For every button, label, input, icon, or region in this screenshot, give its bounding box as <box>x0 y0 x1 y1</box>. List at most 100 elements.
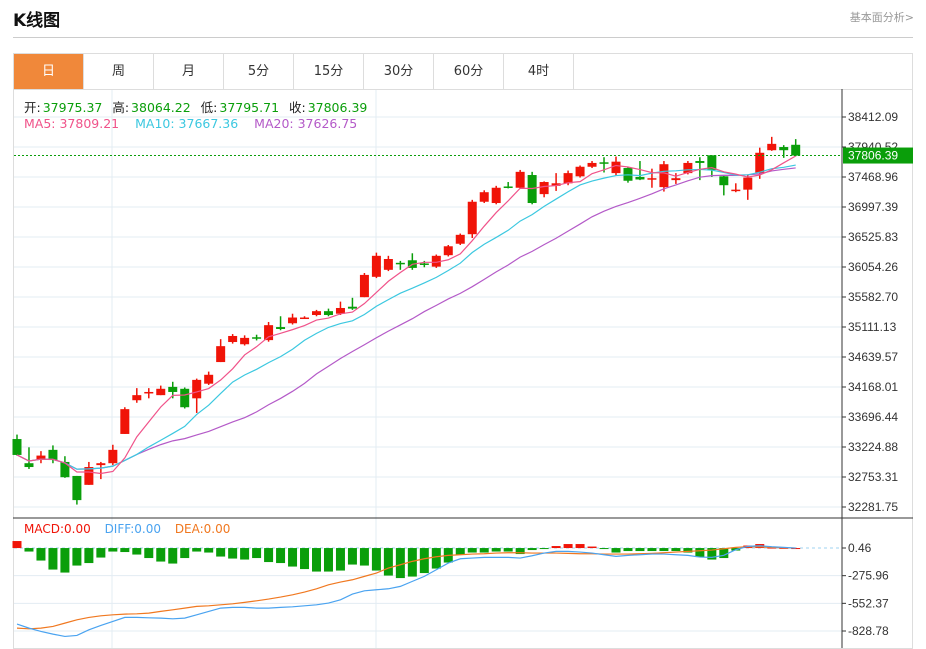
macd-bar <box>24 548 34 552</box>
macd-bar <box>683 548 693 553</box>
last-price-label: 37806.39 <box>848 149 898 163</box>
tab-60min[interactable]: 60分 <box>434 54 504 89</box>
macd-bar <box>587 546 597 549</box>
candle-body <box>491 187 501 204</box>
low-label: 低: <box>200 100 218 115</box>
macd-bar <box>216 548 226 557</box>
candle-body <box>551 183 561 186</box>
candle-body <box>395 262 405 265</box>
price-tick-label: 34639.57 <box>848 350 898 364</box>
diff-label: DIFF:0.00 <box>104 522 161 536</box>
macd-bar <box>395 548 405 579</box>
candle-body <box>419 263 429 265</box>
tab-5min[interactable]: 5分 <box>224 54 294 89</box>
price-tick-label: 37468.96 <box>848 170 898 184</box>
candle-body <box>731 189 741 192</box>
candle <box>647 168 657 188</box>
candle <box>695 157 705 181</box>
candle-body <box>563 173 573 184</box>
candle-body <box>791 144 801 156</box>
candle-body <box>347 306 357 309</box>
ma20-label: MA20: 37626.75 <box>254 116 358 131</box>
candle <box>659 161 669 192</box>
candle-body <box>323 311 333 315</box>
candle-body <box>383 259 393 270</box>
candle-body <box>84 467 94 485</box>
candle-body <box>683 162 693 174</box>
candle <box>192 378 202 413</box>
macd-bar <box>671 548 681 552</box>
tab-day[interactable]: 日 <box>14 54 84 89</box>
macd-bar <box>503 548 513 552</box>
candle-body <box>467 201 477 235</box>
candle-body <box>503 186 513 188</box>
tab-month[interactable]: 月 <box>154 54 224 89</box>
candle-body <box>695 161 705 163</box>
candle-body <box>647 178 657 180</box>
candle-body <box>252 337 262 339</box>
candle-body <box>168 386 178 392</box>
macd-bar <box>371 548 381 571</box>
high-value: 38064.22 <box>131 100 191 115</box>
candle-body <box>288 317 298 324</box>
macd-bar <box>695 548 705 558</box>
macd-bar <box>288 548 298 567</box>
macd-bar <box>36 548 46 561</box>
ma10-label: MA10: 37667.36 <box>135 116 239 131</box>
candle <box>587 161 597 169</box>
candle <box>120 407 130 434</box>
price-tick-label: 36525.83 <box>848 230 898 244</box>
macd-bar <box>635 548 645 552</box>
macd-bar <box>419 548 429 574</box>
macd-tick-label: -828.78 <box>848 624 889 638</box>
candle-body <box>371 255 381 277</box>
macd-bar <box>48 548 58 570</box>
macd-bar <box>264 548 274 563</box>
candle-body <box>431 255 441 267</box>
fundamental-analysis-link[interactable]: 基本面分析> <box>849 11 914 24</box>
candle <box>395 260 405 270</box>
candle-body <box>755 152 765 174</box>
candle-body <box>120 409 130 434</box>
candle-body <box>144 391 154 394</box>
candle-body <box>599 162 609 164</box>
candle-body <box>240 337 250 345</box>
candle-body <box>216 346 226 363</box>
candle-body <box>443 246 453 256</box>
candle <box>635 161 645 181</box>
candle <box>300 316 310 320</box>
candle-body <box>743 177 753 190</box>
tab-15min[interactable]: 15分 <box>294 54 364 89</box>
candle <box>347 297 357 310</box>
candle <box>443 245 453 257</box>
macd-bar <box>84 548 94 564</box>
candle <box>276 316 286 331</box>
candle <box>84 461 94 485</box>
candle-body <box>611 161 621 174</box>
tab-4hour[interactable]: 4时 <box>504 54 574 89</box>
ma10-line <box>16 164 796 470</box>
price-tick-label: 35582.70 <box>848 290 898 304</box>
candle-body <box>12 439 22 455</box>
candle-body <box>204 374 214 384</box>
price-tick-label: 34168.01 <box>848 380 898 394</box>
candle-body <box>575 166 585 177</box>
macd-bar <box>108 548 118 552</box>
tab-30min[interactable]: 30分 <box>364 54 434 89</box>
candle-body <box>72 475 82 501</box>
tab-week[interactable]: 周 <box>84 54 154 89</box>
period-tabs: 日 周 月 5分 15分 30分 60分 4时 <box>14 54 912 90</box>
candle <box>539 181 549 198</box>
candle <box>216 339 226 363</box>
candle <box>479 190 489 204</box>
candle-body <box>335 307 345 314</box>
candle <box>743 174 753 200</box>
macd-bar <box>791 548 801 550</box>
price-tick-label: 32753.31 <box>848 470 898 484</box>
macd-bar <box>323 548 333 572</box>
macd-bar <box>240 548 250 560</box>
candle <box>108 444 118 466</box>
candle-body <box>539 182 549 195</box>
candle <box>551 173 561 191</box>
